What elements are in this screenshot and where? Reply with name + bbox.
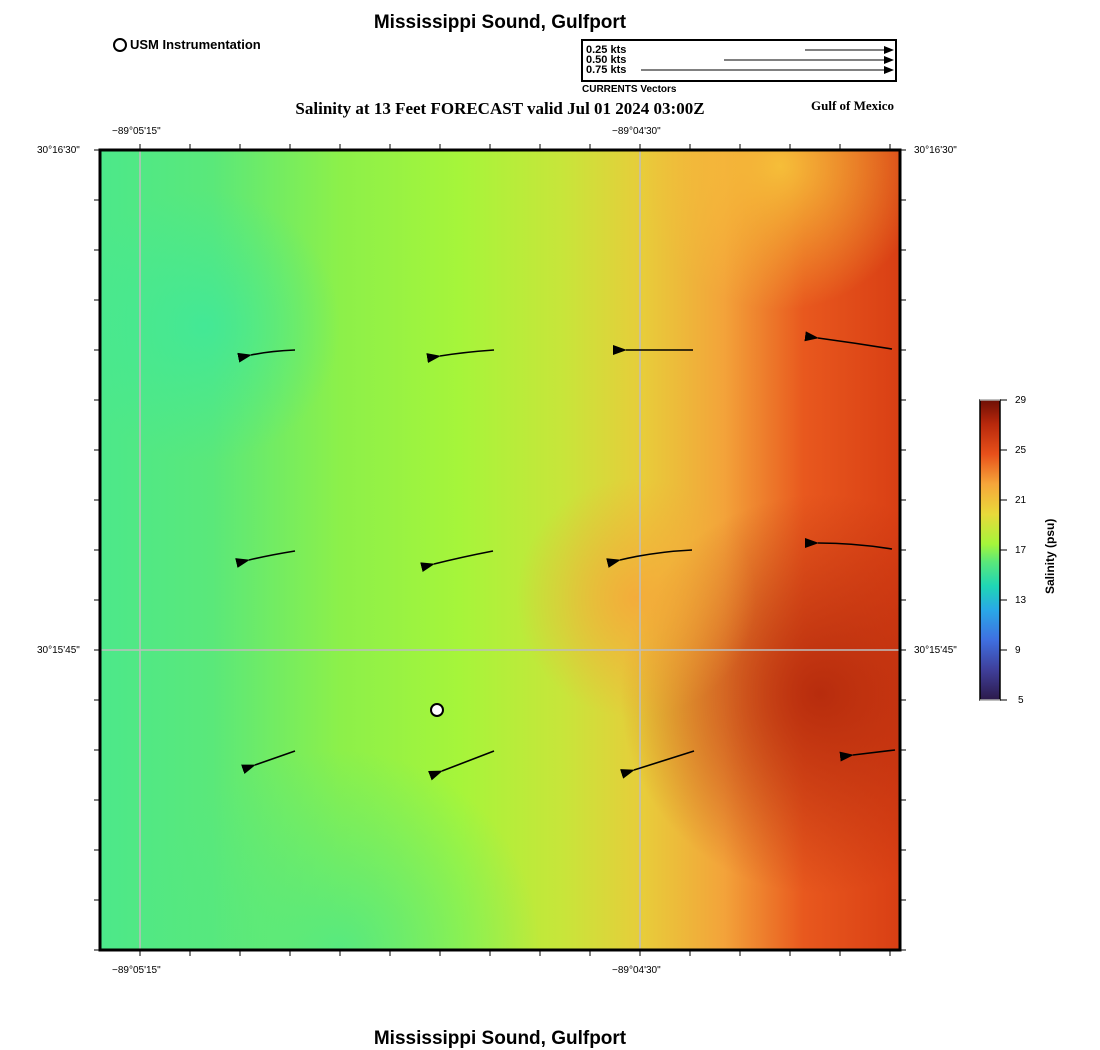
bottom-tick-label-2: −89°04'30"	[612, 965, 661, 976]
vector-scale-label-3: 0.75 kts	[586, 64, 627, 76]
graticule	[100, 150, 900, 950]
right-tick-label-1: 30°16'30"	[914, 145, 957, 156]
current-vector	[428, 750, 495, 781]
station-legend: USM Instrumentation	[113, 37, 261, 52]
station-legend-label: USM Instrumentation	[130, 37, 261, 52]
colorbar-tick-label: 17	[1015, 545, 1027, 556]
colorbar-tick-label: 5	[1018, 695, 1024, 706]
current-vector	[804, 537, 893, 550]
vector-scale-arrows	[641, 46, 894, 74]
usm-station-marker[interactable]	[430, 703, 444, 717]
map-title: Mississippi Sound, Gulfport	[373, 12, 627, 33]
frame-ticks	[94, 144, 906, 956]
map-footer-title: Mississippi Sound, Gulfport	[373, 1028, 627, 1049]
vector-scale-label-1: 0.25 kts	[586, 44, 627, 56]
current-vector	[235, 550, 296, 568]
region-label: Gulf of Mexico	[811, 98, 895, 113]
salinity-field	[100, 150, 900, 950]
current-vectors	[235, 331, 896, 781]
top-tick-label-2: −89°04'30"	[612, 126, 661, 137]
bottom-tick-label-1: −89°05'15"	[112, 965, 161, 976]
right-tick-label-2: 30°15'45"	[914, 645, 957, 656]
current-vector	[426, 349, 495, 363]
vector-scale-legend: 0.25 kts 0.50 kts 0.75 kts	[581, 39, 897, 82]
current-vector	[839, 749, 896, 762]
map-subtitle: Salinity at 13 Feet FORECAST valid Jul 0…	[295, 99, 705, 118]
colorbar-title: Salinity (psu)	[1043, 518, 1057, 594]
left-tick-label-2: 30°15'45"	[37, 645, 80, 656]
station-marker-icon	[113, 37, 127, 52]
current-vector	[606, 549, 693, 568]
colorbar-tick-label: 29	[1015, 395, 1027, 406]
colorbar-tick-label: 13	[1015, 595, 1027, 606]
colorbar-tick-label: 9	[1015, 645, 1021, 656]
top-tick-label-1: −89°05'15"	[112, 126, 161, 137]
vector-scale-caption: CURRENTS Vectors	[582, 84, 677, 95]
vector-scale-label-2: 0.50 kts	[586, 54, 627, 66]
current-vector	[420, 550, 494, 573]
current-vector	[620, 750, 695, 779]
colorbar-tick-label: 21	[1015, 495, 1027, 506]
current-vector	[237, 349, 296, 363]
colorbar	[979, 399, 1007, 701]
colorbar-tick-label: 25	[1015, 445, 1027, 456]
current-vector	[241, 750, 296, 775]
left-tick-label-1: 30°16'30"	[37, 145, 80, 156]
current-vector	[804, 331, 893, 350]
